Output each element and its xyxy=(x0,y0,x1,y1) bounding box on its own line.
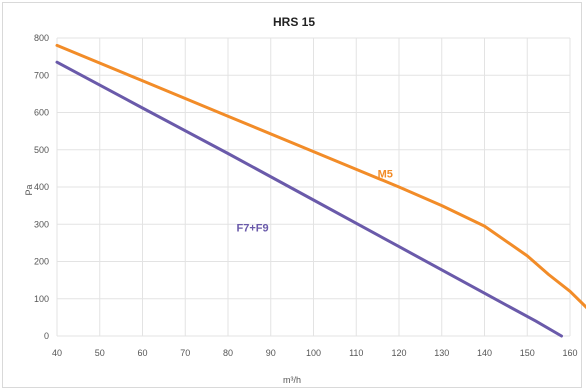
chart-frame xyxy=(2,2,582,388)
x-tick-label: 110 xyxy=(349,348,363,358)
x-tick-label: 150 xyxy=(520,348,535,358)
y-tick-label: 0 xyxy=(44,331,49,341)
x-tick-label: 130 xyxy=(434,348,449,358)
x-tick-label: 140 xyxy=(477,348,492,358)
y-tick-label: 200 xyxy=(34,257,49,267)
series-line-1 xyxy=(55,60,563,338)
x-tick-label: 50 xyxy=(95,348,105,358)
y-tick-label: 800 xyxy=(34,33,49,43)
y-tick-label: 100 xyxy=(34,294,49,304)
x-tick-label: 60 xyxy=(137,348,147,358)
x-tick-label: 90 xyxy=(266,348,276,358)
series-label-1: F7+F9 xyxy=(237,223,269,235)
y-tick-label: 600 xyxy=(34,108,49,118)
x-tick-label: 80 xyxy=(223,348,233,358)
chart-grid xyxy=(56,37,571,337)
series-label-0: M5 xyxy=(378,169,393,181)
y-tick-label: 700 xyxy=(34,70,49,80)
tick-labels: 0 100 200 300 400 500 600 700 800 40 50 60 70 80 90 100… xyxy=(34,33,578,358)
x-tick-label: 40 xyxy=(52,348,62,358)
y-axis-label: Pa xyxy=(24,184,34,195)
series-line-0 xyxy=(55,43,586,310)
chart-title: HRS 15 xyxy=(273,15,315,29)
x-tick-label: 70 xyxy=(180,348,190,358)
x-tick-label: 160 xyxy=(562,348,577,358)
y-tick-label: 400 xyxy=(34,182,49,192)
x-axis-label: m³/h xyxy=(283,375,301,385)
y-tick-label: 500 xyxy=(34,145,49,155)
y-tick-label: 300 xyxy=(34,219,49,229)
series-labels: M5 F7+F9 xyxy=(237,169,393,235)
series-layer xyxy=(55,43,586,338)
x-tick-label: 100 xyxy=(306,348,321,358)
x-tick-label: 120 xyxy=(391,348,406,358)
